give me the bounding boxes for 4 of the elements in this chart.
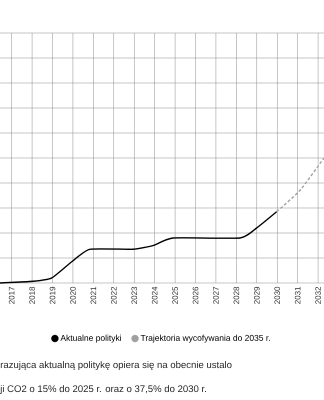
legend-label: Aktualne polityki xyxy=(60,334,121,343)
text: razująca aktualną politykę opiera się na obecnie ustalo xyxy=(0,361,232,370)
legend-label: Trajektoria wycofywania do 2035 r. xyxy=(140,334,270,343)
text: ji CO2 o 15% do 2025 r. oraz o 37,5% do 2030 r. xyxy=(0,385,206,394)
